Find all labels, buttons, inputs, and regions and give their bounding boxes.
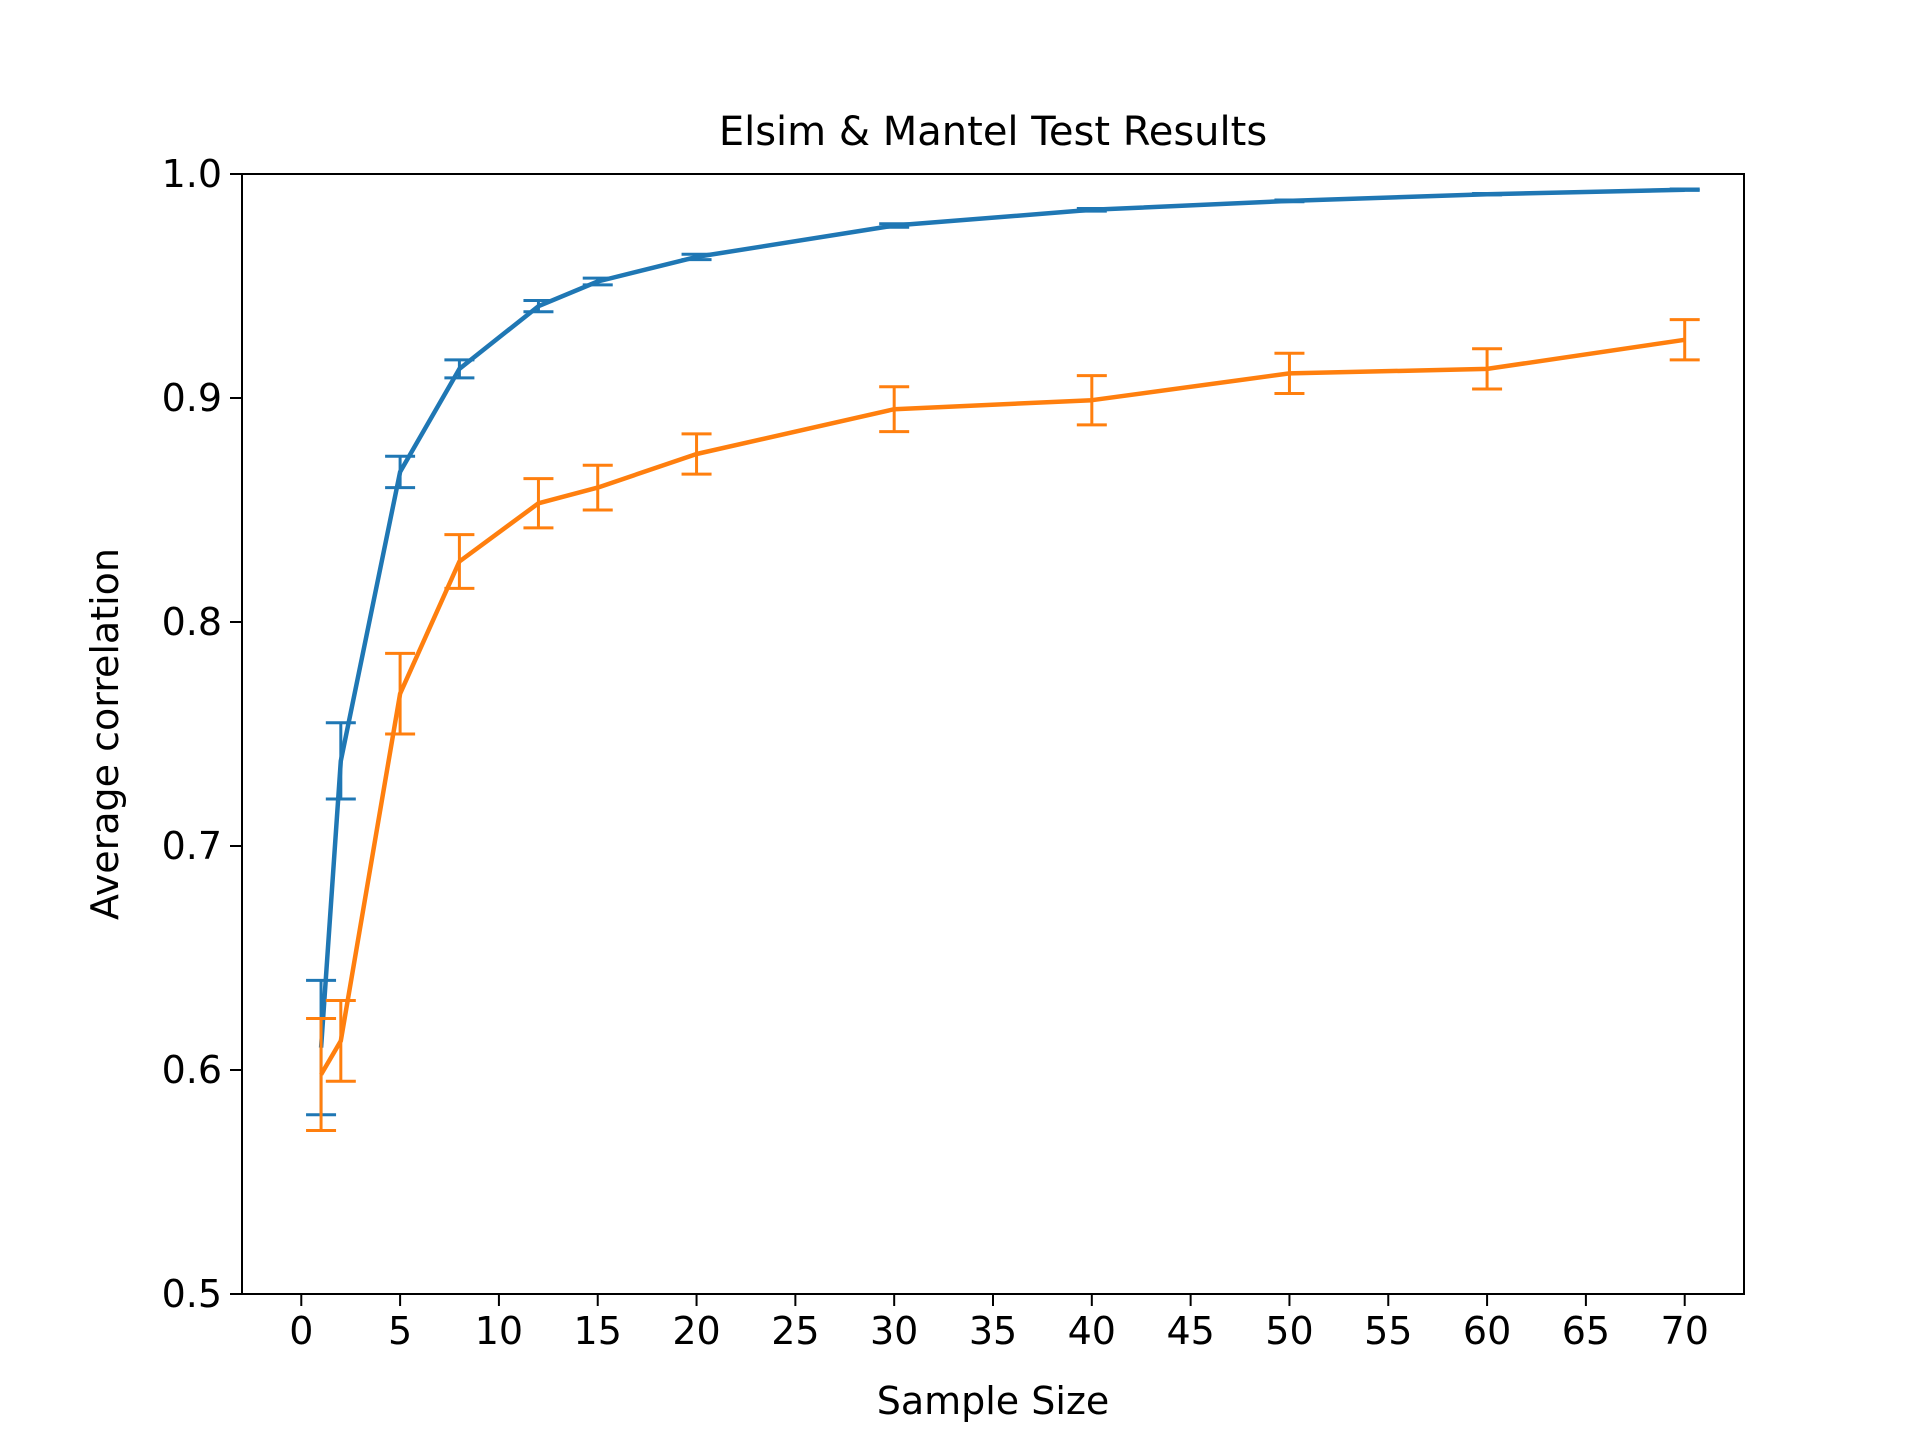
- y-tick-label: 0.9: [162, 376, 222, 420]
- x-tick-label: 5: [388, 1309, 412, 1353]
- x-tick-label: 65: [1562, 1309, 1610, 1353]
- y-tick-label: 0.5: [162, 1272, 222, 1316]
- y-axis-label: Average correlation: [83, 548, 127, 920]
- plot-frame: [241, 173, 1745, 1295]
- x-tick-label: 70: [1661, 1309, 1709, 1353]
- x-tick-label: 0: [289, 1309, 313, 1353]
- x-tick-label: 25: [771, 1309, 819, 1353]
- series-group: [306, 187, 1700, 1132]
- x-tick-label: 20: [672, 1309, 720, 1353]
- y-tick-label: 0.8: [162, 600, 222, 644]
- x-axis-label: Sample Size: [877, 1379, 1110, 1423]
- x-tick-label: 15: [574, 1309, 622, 1353]
- x-tick-label: 55: [1364, 1309, 1412, 1353]
- series-line: [319, 337, 1686, 1076]
- axes: 0 5 10 15 20 25 30 35 40 45 50 55 60 65 70 0.5 0.6 0.7 0.8…: [162, 152, 1709, 1353]
- x-tick-label: 50: [1265, 1309, 1313, 1353]
- x-tick-label: 40: [1068, 1309, 1116, 1353]
- series-2: [306, 318, 1700, 1132]
- x-tick-label: 45: [1166, 1309, 1214, 1353]
- series-line: [318, 187, 1685, 1048]
- series-1: [306, 187, 1700, 1117]
- y-tick-label: 1.0: [162, 152, 222, 196]
- x-tick-label: 60: [1463, 1309, 1511, 1353]
- chart-title: Elsim & Mantel Test Results: [719, 109, 1267, 155]
- y-tick-label: 0.7: [162, 824, 222, 868]
- y-tick-label: 0.6: [162, 1048, 222, 1092]
- x-tick-label: 35: [969, 1309, 1017, 1353]
- x-tick-label: 30: [870, 1309, 918, 1353]
- x-tick-label: 10: [475, 1309, 523, 1353]
